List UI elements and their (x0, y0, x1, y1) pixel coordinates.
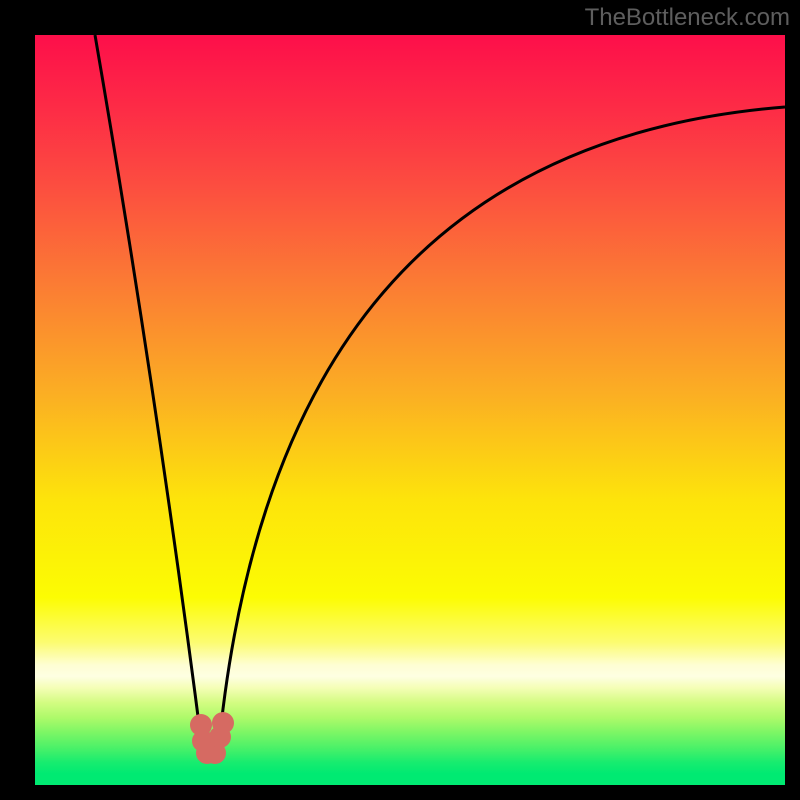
curve-right-branch (218, 107, 785, 755)
bottleneck-curve (35, 35, 785, 765)
plot-area (35, 35, 785, 765)
chart-frame: TheBottleneck.com (0, 0, 800, 800)
watermark-text: TheBottleneck.com (585, 4, 790, 32)
curve-left-branch (95, 35, 203, 755)
minimum-marker (212, 712, 234, 734)
minimum-marker-group (190, 712, 234, 764)
